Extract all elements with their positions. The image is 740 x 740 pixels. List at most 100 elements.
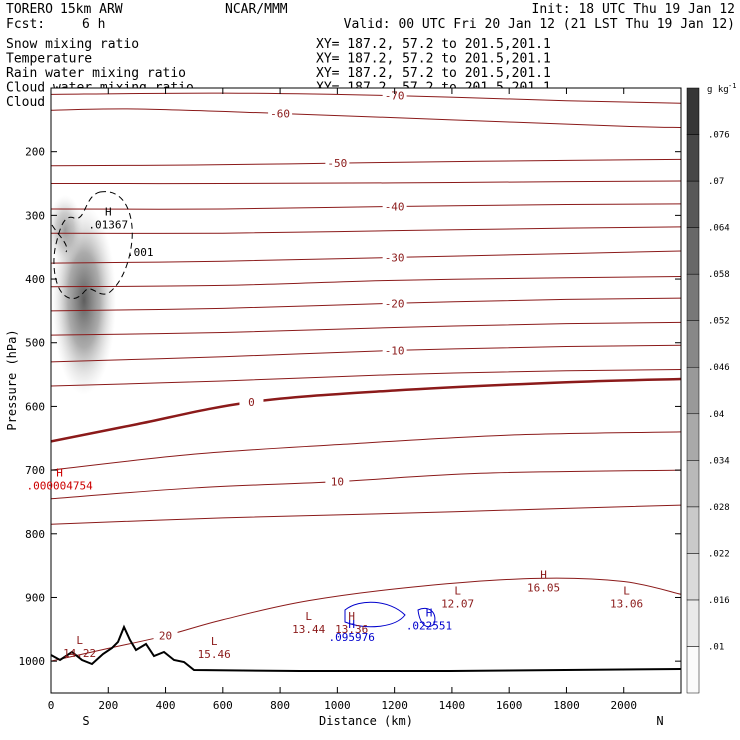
header-init: Init: 18 UTC Thu 19 Jan 12 xyxy=(532,2,736,17)
x-tick-label: 0 xyxy=(48,699,55,712)
temperature-contour-label: -40 xyxy=(385,200,405,213)
x-tick-label: 200 xyxy=(98,699,118,712)
extremum-value: .000004754 xyxy=(26,479,93,492)
temperature-contour xyxy=(51,377,681,443)
colorbar: g kg -1 .01 .016 .022 .028 .034 .04 .046 .052 .0… xyxy=(686,82,736,694)
extremum-marker: H xyxy=(56,466,63,479)
colorbar-level: .046 xyxy=(708,363,730,373)
extremum-marker: H xyxy=(348,610,355,623)
x-tick-label: 1200 xyxy=(381,699,408,712)
cloud-ice-contour-label: .001 xyxy=(127,246,154,259)
contour-label-bg xyxy=(325,156,350,169)
cloud-water-contour-2 xyxy=(417,607,436,628)
y-tick-label: 300 xyxy=(25,209,45,222)
temperature-contour-label: -50 xyxy=(327,157,347,170)
temperature-contour-label: -70 xyxy=(385,90,405,103)
plot-frame xyxy=(50,87,682,694)
y-tick-label: 500 xyxy=(25,337,45,350)
extremum-value: 13.44 xyxy=(292,623,325,636)
x-tick-label: 2000 xyxy=(610,699,637,712)
temperature-contour-label: -30 xyxy=(385,251,405,264)
temperature-contour xyxy=(51,180,681,185)
colorbar-swatch xyxy=(686,460,700,508)
direction-left: S xyxy=(82,714,89,728)
extremum-value: 13.36 xyxy=(335,623,368,636)
y-tick-label: 400 xyxy=(25,273,45,286)
contour-label-bg xyxy=(382,88,407,101)
legend-label: Temperature xyxy=(6,52,92,67)
temperature-contour xyxy=(51,431,681,471)
snow-shading-upper xyxy=(51,195,83,265)
legend-xy: XY= 187.2, 57.2 to 201.5,201.1 xyxy=(316,52,551,67)
contour-label-bg xyxy=(382,199,407,212)
extremum-value: .022551 xyxy=(406,620,452,633)
temperature-contour-label: 10 xyxy=(331,476,344,489)
colorbar-level: .016 xyxy=(708,596,730,606)
extremum-value: 14.22 xyxy=(63,647,96,660)
x-axis-label: Distance (km) xyxy=(319,714,413,728)
extremum-value: 15.46 xyxy=(198,648,231,661)
colorbar-level: .07 xyxy=(708,177,724,187)
colorbar-level: .064 xyxy=(708,224,730,234)
temperature-contour xyxy=(51,368,681,387)
temperature-contour-label: 20 xyxy=(159,630,172,643)
x-tick-label: 600 xyxy=(213,699,233,712)
temperature-contour-label: -10 xyxy=(385,344,405,357)
colorbar-swatch xyxy=(686,506,700,554)
colorbar-swatch xyxy=(686,646,700,694)
temperature-contour xyxy=(51,276,681,288)
y-tick-label: 1000 xyxy=(19,655,46,668)
temperature-contour xyxy=(51,321,681,336)
contour-label-bg xyxy=(325,474,350,487)
direction-right: N xyxy=(656,714,663,728)
extremum-marker: L xyxy=(305,610,312,623)
colorbar-level: .076 xyxy=(708,131,730,141)
colorbar-level: .034 xyxy=(708,456,730,466)
colorbar-level: .058 xyxy=(708,270,730,280)
contour-label-bg xyxy=(239,394,264,407)
terrain-line xyxy=(51,624,681,672)
colorbar-unit-exp: -1 xyxy=(728,82,736,90)
x-tick-label: 1400 xyxy=(439,699,466,712)
y-tick-label: 200 xyxy=(25,146,45,159)
colorbar-level: .052 xyxy=(708,317,730,327)
y-tick-label: 800 xyxy=(25,528,45,541)
extremum-marker: L xyxy=(623,584,630,597)
extremum-marker: L xyxy=(76,634,83,647)
colorbar-swatch xyxy=(686,134,700,182)
cloud-ice-contour-edge xyxy=(51,224,68,253)
extremum-value: .01367 xyxy=(88,218,128,231)
colorbar-swatch xyxy=(686,227,700,275)
y-tick-label: 700 xyxy=(25,464,45,477)
extremum-marker: H xyxy=(105,205,112,218)
contour-label-bg xyxy=(153,628,178,641)
temperature-contour xyxy=(51,577,681,662)
cloud-ice-contour xyxy=(53,191,133,299)
extremum-marker: L xyxy=(211,635,218,648)
extremum-marker: H xyxy=(426,607,433,620)
header-fcst-label: Fcst: xyxy=(6,17,45,32)
contour-label-bg xyxy=(382,296,407,309)
temperature-contour xyxy=(51,108,681,128)
legend-label: Rain water mixing ratio xyxy=(6,66,186,81)
colorbar-level: .01 xyxy=(708,642,724,652)
temperature-contour-label: -60 xyxy=(270,107,290,120)
cloud-water-contour xyxy=(344,601,406,628)
x-tick-label: 1000 xyxy=(324,699,351,712)
colorbar-unit: g kg xyxy=(707,85,729,95)
extremum-value: .095976 xyxy=(329,631,375,644)
y-tick-label: 600 xyxy=(25,400,45,413)
temperature-contour xyxy=(51,226,681,234)
colorbar-swatch xyxy=(686,87,700,135)
colorbar-swatch xyxy=(686,180,700,228)
colorbar-swatch xyxy=(686,413,700,461)
colorbar-level: .028 xyxy=(708,503,730,513)
colorbar-swatch xyxy=(686,320,700,368)
extremum-marker: H xyxy=(540,568,547,581)
contour-label-bg xyxy=(382,343,407,356)
legend-xy: XY= 187.2, 57.2 to 201.5,201.1 xyxy=(316,37,551,52)
header-grid: 15km ARW xyxy=(60,2,123,17)
x-tick-label: 400 xyxy=(156,699,176,712)
extremum-value: 12.07 xyxy=(441,597,474,610)
header-valid: Valid: 00 UTC Fri 20 Jan 12 (21 LST Thu … xyxy=(344,17,735,32)
